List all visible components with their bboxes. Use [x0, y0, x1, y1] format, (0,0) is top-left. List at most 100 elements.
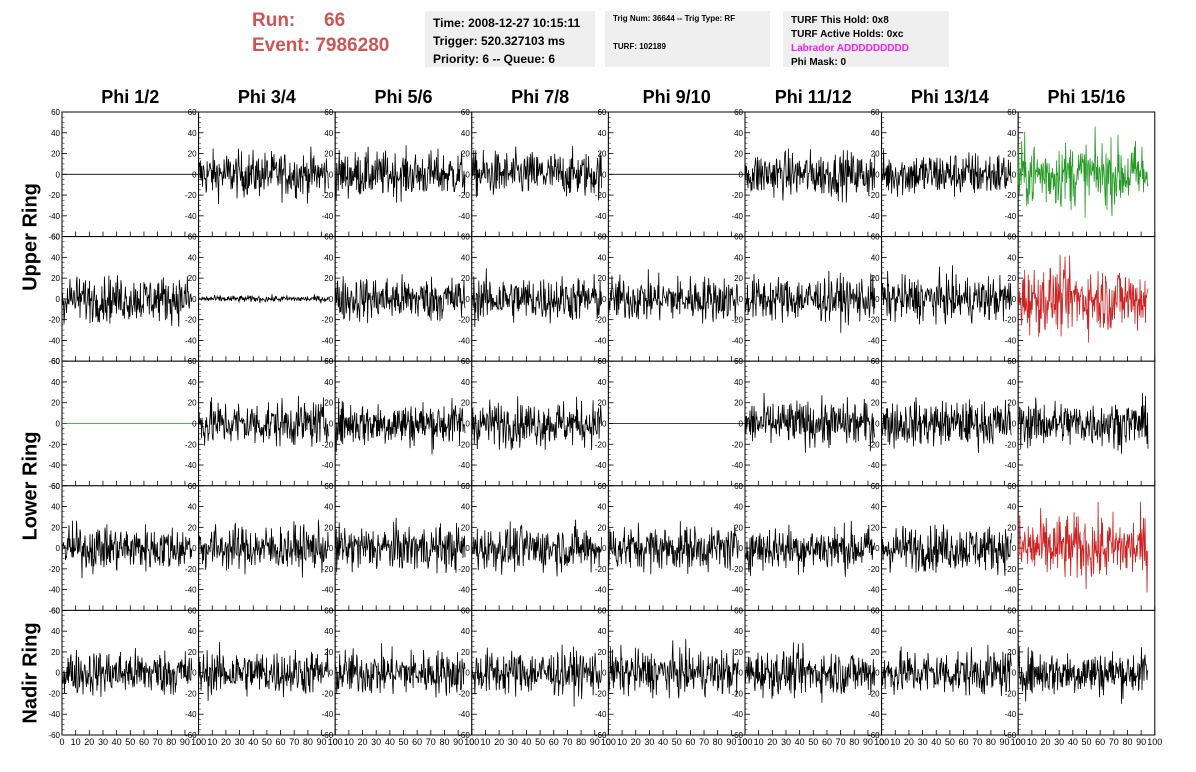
y-tick-label: -20	[1005, 316, 1017, 325]
y-tick-label: -40	[1005, 212, 1017, 221]
y-tick-label: 60	[1007, 357, 1016, 366]
y-tick-label: -20	[868, 191, 880, 200]
y-tick-label: -20	[595, 316, 607, 325]
y-tick-label: 60	[188, 606, 197, 615]
y-tick-label: 40	[51, 378, 60, 387]
x-tick-label: 20	[358, 737, 368, 747]
y-tick-label: 60	[597, 482, 606, 491]
y-tick-label: 40	[188, 378, 197, 387]
x-tick-label: 80	[986, 737, 996, 747]
y-tick-label: 20	[461, 274, 470, 283]
y-tick-label: 0	[875, 170, 880, 179]
waveform-trace	[881, 644, 1012, 696]
y-tick-label: 20	[188, 399, 197, 408]
y-tick-label: -20	[48, 565, 60, 574]
waveform-trace	[198, 395, 329, 447]
trig-num-text: Trig Num: 36644 -- Trig Type: RF	[613, 14, 736, 23]
y-tick-label: 40	[734, 503, 743, 512]
y-tick-label: -60	[185, 731, 197, 740]
y-tick-label: 60	[51, 482, 60, 491]
phi-title: Phi 3/4	[237, 87, 296, 107]
x-tick-label: 60	[412, 737, 422, 747]
y-tick-label: 40	[871, 627, 880, 636]
x-tick-label: 30	[644, 737, 654, 747]
y-tick-label: -40	[868, 710, 880, 719]
event-label: Event:	[252, 35, 311, 56]
x-tick-label: 100	[1147, 737, 1162, 747]
y-tick-label: 0	[192, 170, 197, 179]
y-tick-label: -60	[48, 357, 60, 366]
y-tick-label: -60	[868, 731, 880, 740]
waveform-trace	[744, 148, 876, 203]
y-tick-label: 0	[465, 420, 470, 429]
x-tick-label: 10	[71, 737, 81, 747]
y-tick-label: 0	[602, 669, 607, 678]
y-tick-label: -60	[322, 731, 334, 740]
panel-frame	[881, 609, 1019, 736]
waveform-trace	[334, 145, 466, 203]
y-tick-label: 20	[597, 150, 606, 159]
y-tick-label: 60	[871, 108, 880, 117]
y-tick-label: 20	[734, 150, 743, 159]
y-tick-label: 0	[739, 544, 744, 553]
y-tick-label: 40	[461, 627, 470, 636]
y-tick-label: 40	[1007, 378, 1016, 387]
x-tick-label: 10	[754, 737, 764, 747]
y-tick-label: 60	[188, 108, 197, 117]
y-tick-label: -40	[595, 336, 607, 345]
y-tick-label: 40	[188, 129, 197, 138]
y-tick-label: -20	[595, 191, 607, 200]
phi-mask-text: Phi Mask: 0	[791, 57, 847, 68]
y-tick-label: 0	[739, 669, 744, 678]
y-tick-label: -40	[595, 586, 607, 595]
y-tick-label: -40	[322, 461, 334, 470]
y-tick-label: -60	[48, 233, 60, 242]
y-tick-label: 20	[1007, 274, 1016, 283]
x-tick-label: 50	[1081, 737, 1091, 747]
y-tick-label: 40	[188, 627, 197, 636]
waveform-trace	[1017, 254, 1149, 343]
phi-title: Phi 7/8	[511, 87, 570, 107]
y-tick-label: 0	[1012, 420, 1017, 429]
y-tick-label: 20	[1007, 648, 1016, 657]
y-tick-label: -40	[595, 212, 607, 221]
y-tick-label: -20	[185, 440, 197, 449]
y-tick-label: -40	[731, 212, 743, 221]
y-tick-label: -20	[1005, 689, 1017, 698]
x-tick-label: 0	[333, 737, 338, 747]
y-tick-label: 0	[1012, 170, 1017, 179]
y-tick-label: 0	[329, 420, 334, 429]
y-tick-label: 40	[188, 503, 197, 512]
x-tick-label: 40	[795, 737, 805, 747]
waveform-trace	[334, 274, 466, 324]
y-tick-label: -40	[185, 586, 197, 595]
y-tick-label: 20	[51, 523, 60, 532]
waveform-trace	[1017, 646, 1149, 704]
y-tick-label: -20	[322, 440, 334, 449]
y-tick-label: 40	[597, 129, 606, 138]
y-tick-label: 40	[324, 129, 333, 138]
y-tick-label: 0	[192, 669, 197, 678]
y-tick-label: -40	[322, 336, 334, 345]
y-tick-label: -40	[458, 461, 470, 470]
y-tick-label: -20	[185, 316, 197, 325]
x-tick-label: 100	[601, 737, 616, 747]
y-tick-label: 20	[188, 523, 197, 532]
x-tick-label: 30	[235, 737, 245, 747]
y-tick-label: 0	[329, 170, 334, 179]
x-tick-label: 0	[59, 737, 64, 747]
y-tick-label: 40	[324, 503, 333, 512]
x-tick-label: 60	[959, 737, 969, 747]
y-tick-label: 40	[734, 129, 743, 138]
x-tick-label: 100	[464, 737, 479, 747]
